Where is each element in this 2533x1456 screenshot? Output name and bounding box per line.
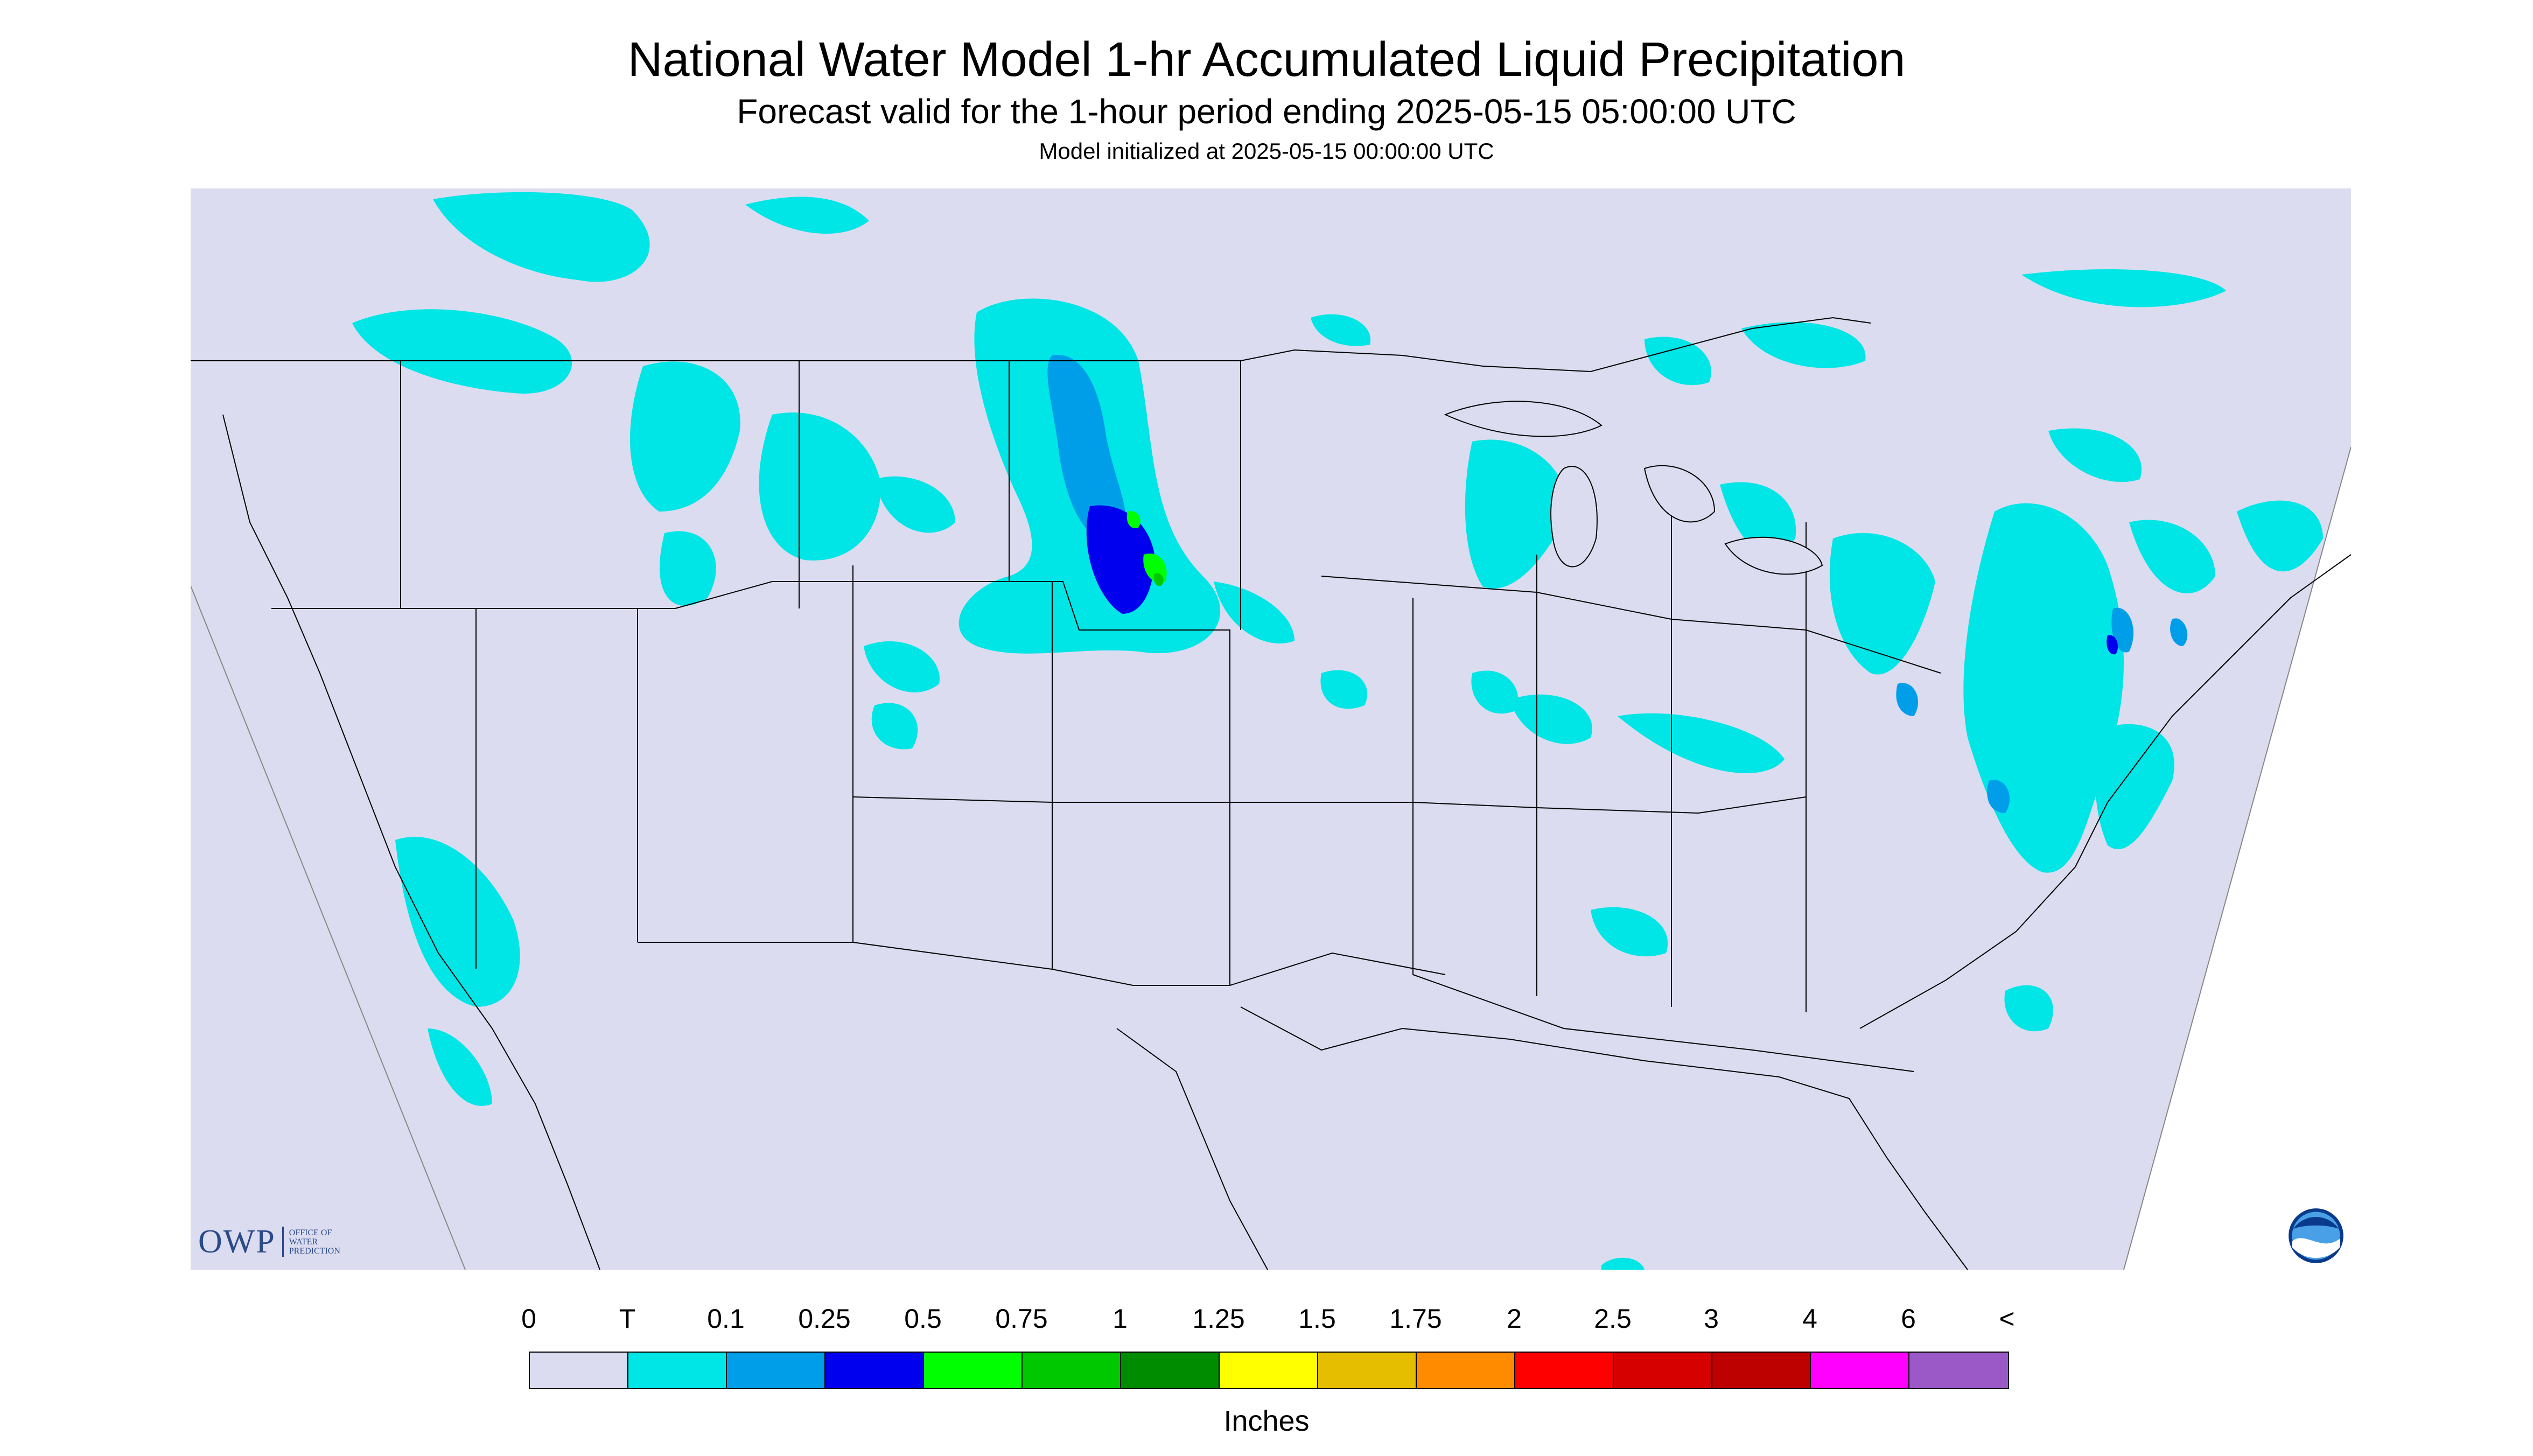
owp-logo-text: OWP [198,1223,276,1260]
noaa-logo [2289,1208,2343,1263]
precip-0-1 [1047,355,2188,813]
great-lakes [1444,401,1823,575]
legend-swatch [1811,1353,1909,1388]
domain-edge-right [2123,446,2351,1270]
map-title: National Water Model 1-hr Accumulated Li… [627,33,1906,87]
owp-sub-line-2: WATER [289,1237,318,1247]
legend-swatch [1614,1353,1712,1388]
legend-tick-label: 1.25 [1192,1304,1245,1334]
map-subtitle: Forecast valid for the 1-hour period end… [737,92,1796,131]
legend-swatch [1121,1353,1220,1388]
legend-units: Inches [1223,1405,1310,1437]
precip-0-75 [1153,573,1164,586]
state-boundaries [191,317,1941,1072]
legend-swatch [1909,1353,2008,1388]
legend-swatch [924,1353,1023,1388]
legend-tick-label: 1.75 [1389,1304,1442,1334]
legend-swatch [1417,1353,1515,1388]
legend-tick-label: 1 [1112,1304,1128,1334]
legend-swatch [1515,1353,1614,1388]
legend-tick-labels: 0 T 0.1 0.25 0.5 0.75 1 1.25 1.5 1.75 2 2.5 3 4 6 < [0,1303,2533,1341]
legend-swatch [1023,1353,1121,1388]
owp-sub-line-1: OFFICE OF [289,1228,332,1237]
legend-swatch [825,1353,924,1388]
precipitation-map [191,188,2351,1270]
domain-edge-left [191,585,466,1270]
left-off-domain [191,188,465,1270]
legend-swatch [530,1353,628,1388]
legend-tick-label: 4 [1802,1304,1817,1334]
legend-tick-label: 6 [1901,1304,1916,1334]
color-legend [529,1352,2009,1389]
right-off-domain [2124,188,2351,1270]
legend-tick-label: 0 [521,1304,536,1334]
owp-logo-divider [282,1227,284,1257]
precip-trace [352,192,2323,1270]
legend-tick-label: T [619,1304,636,1334]
legend-tick-label: 0.75 [995,1304,1048,1334]
legend-tick-label: < [1999,1304,2015,1334]
precip-0-25 [1086,505,2118,655]
legend-tick-label: 0.1 [707,1304,745,1334]
model-init-note: Model initialized at 2025-05-15 00:00:00… [1039,138,1494,164]
legend-swatch [1220,1353,1318,1388]
legend-tick-label: 0.5 [904,1304,942,1334]
legend-swatch [1712,1353,1811,1388]
owp-logo-subtext: OFFICE OF WATER PREDICTION [289,1228,340,1256]
legend-tick-label: 2.5 [1594,1304,1632,1334]
legend-tick-label: 1.5 [1298,1304,1336,1334]
legend-swatch [727,1353,825,1388]
legend-swatch [1318,1353,1417,1388]
legend-tick-label: 2 [1507,1304,1522,1334]
owp-sub-line-3: PREDICTION [289,1246,340,1256]
coastline [222,414,2351,1270]
legend-swatch [628,1353,727,1388]
legend-tick-label: 0.25 [798,1304,851,1334]
legend-tick-label: 3 [1704,1304,1719,1334]
owp-logo: OWP OFFICE OF WATER PREDICTION [198,1222,340,1261]
